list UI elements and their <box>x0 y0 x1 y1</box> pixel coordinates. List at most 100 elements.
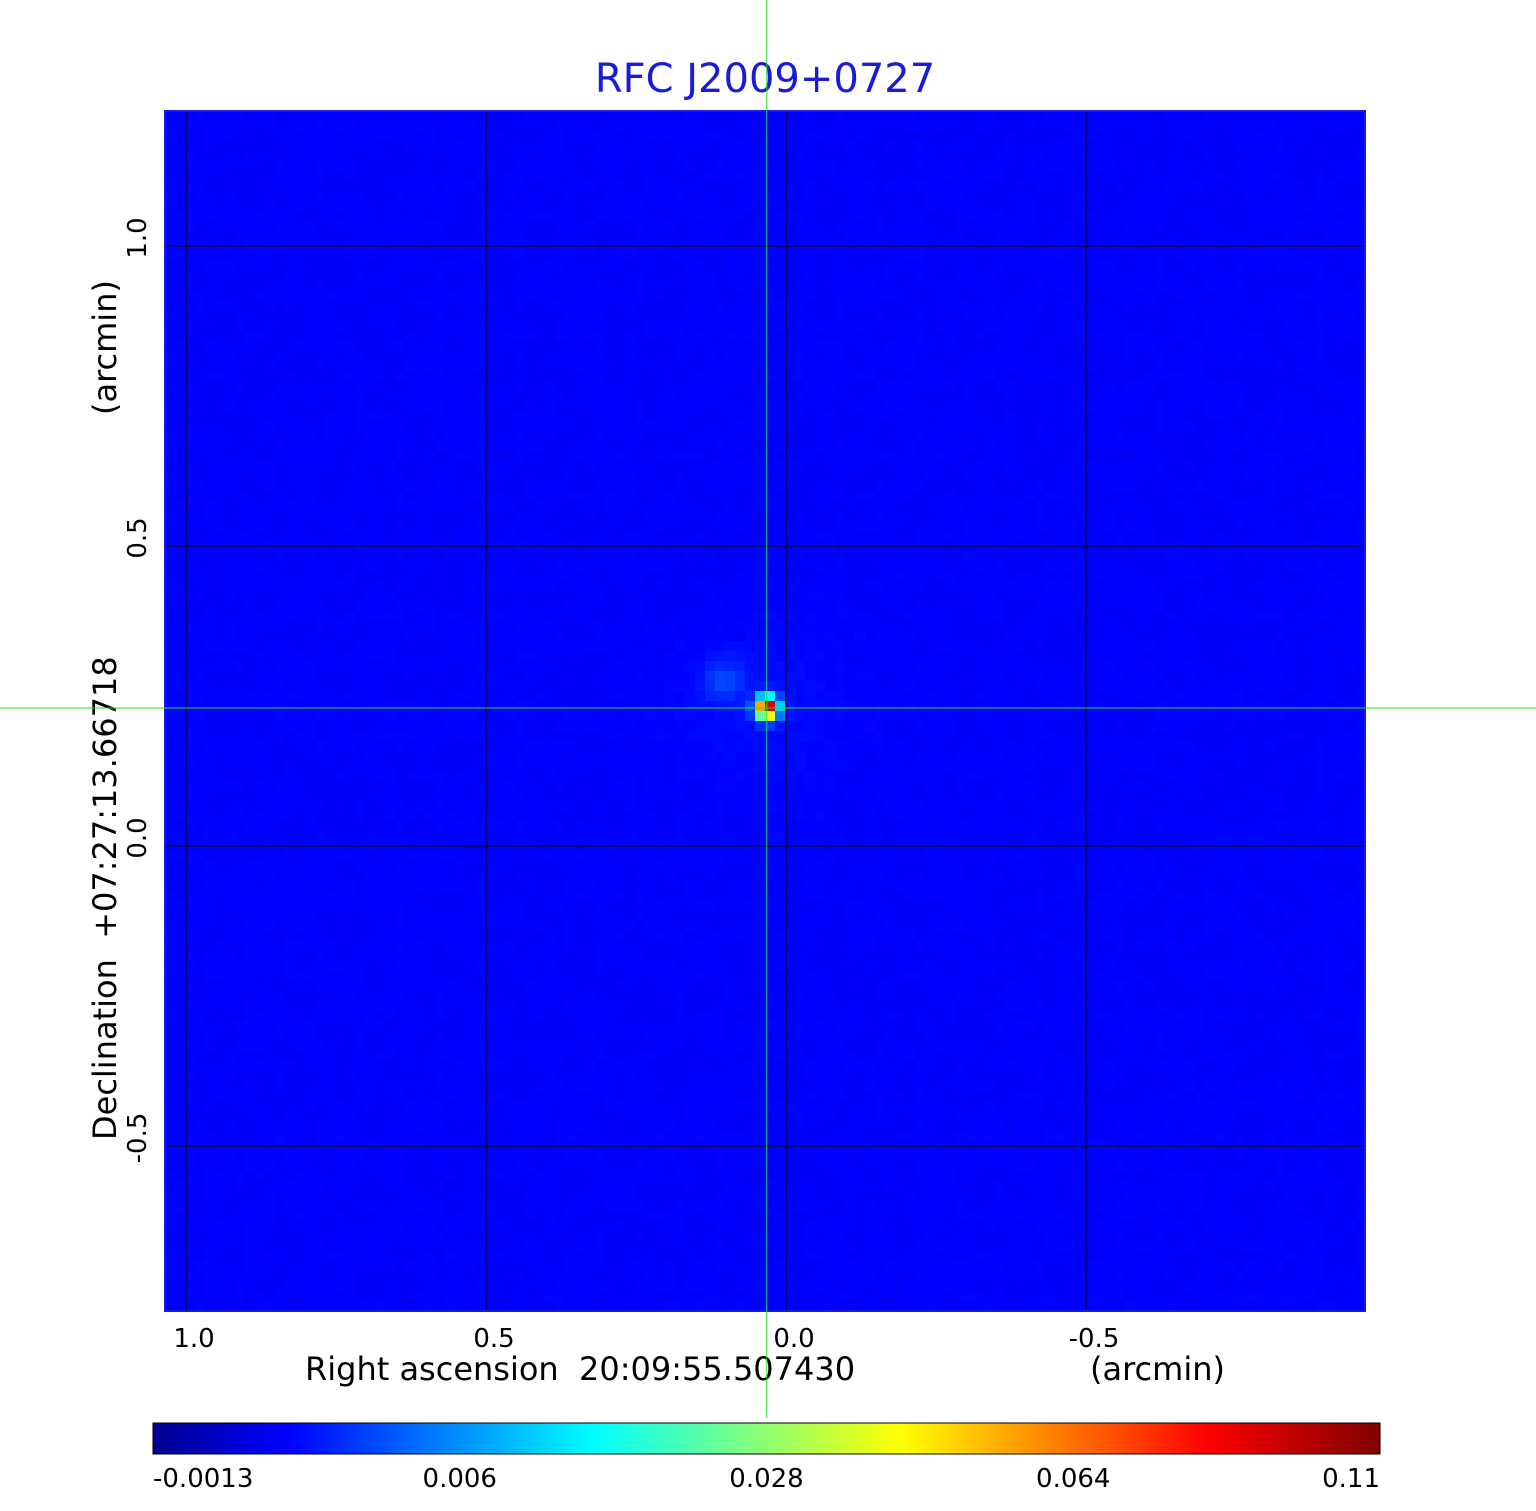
heatmap-cell <box>505 1011 516 1022</box>
heatmap-cell <box>175 1121 186 1132</box>
heatmap-cell <box>425 1001 436 1012</box>
heatmap-cell <box>335 391 346 402</box>
heatmap-cell <box>495 631 506 642</box>
heatmap-cell <box>465 1121 476 1132</box>
heatmap-cell <box>385 401 396 412</box>
heatmap-cell <box>245 201 256 212</box>
heatmap-cell <box>225 821 236 832</box>
heatmap-cell <box>565 211 576 222</box>
heatmap-cell <box>265 1181 276 1192</box>
heatmap-cell <box>465 721 476 732</box>
heatmap-cell <box>185 801 196 812</box>
heatmap-cell <box>275 111 286 122</box>
heatmap-cell <box>425 1301 436 1312</box>
heatmap-cell <box>485 1191 496 1202</box>
heatmap-cell <box>205 621 216 632</box>
heatmap-cell <box>575 351 586 362</box>
heatmap-cell <box>405 961 416 972</box>
heatmap-cell <box>505 121 516 132</box>
heatmap-cell <box>485 351 496 362</box>
heatmap-cell <box>295 391 306 402</box>
heatmap-cell <box>375 911 386 922</box>
heatmap-cell <box>175 281 186 292</box>
heatmap-cell <box>285 231 296 242</box>
heatmap-cell <box>205 491 216 502</box>
heatmap-cell <box>345 221 356 232</box>
heatmap-cell <box>465 301 476 312</box>
heatmap-cell <box>305 161 316 172</box>
heatmap-cell <box>405 651 416 662</box>
heatmap-cell <box>195 511 206 522</box>
heatmap-cell <box>505 271 516 282</box>
heatmap-cell <box>255 601 266 612</box>
heatmap-cell <box>285 691 296 702</box>
heatmap-cell <box>305 551 316 562</box>
heatmap-cell <box>175 691 186 702</box>
heatmap-cell <box>305 451 316 462</box>
heatmap-cell <box>315 501 326 512</box>
heatmap-cell <box>235 521 246 532</box>
heatmap-cell <box>275 711 286 722</box>
heatmap-cell <box>165 1261 176 1272</box>
heatmap-cell <box>555 831 566 842</box>
heatmap-cell <box>495 591 506 602</box>
heatmap-cell <box>525 881 536 892</box>
heatmap-cell <box>545 1171 556 1182</box>
heatmap-cell <box>335 171 346 182</box>
heatmap-cell <box>465 761 476 772</box>
heatmap-cell <box>175 1101 186 1112</box>
heatmap-cell <box>465 731 476 742</box>
heatmap-cell <box>195 221 206 232</box>
heatmap-cell <box>335 571 346 582</box>
heatmap-cell <box>405 341 416 352</box>
heatmap-cell <box>295 321 306 332</box>
heatmap-cell <box>255 751 266 762</box>
heatmap-cell <box>515 551 526 562</box>
heatmap-cell <box>465 971 476 982</box>
heatmap-cell <box>535 471 546 482</box>
heatmap-cell <box>415 291 426 302</box>
heatmap-cell <box>275 581 286 592</box>
heatmap-cell <box>175 881 186 892</box>
heatmap-cell <box>255 551 266 562</box>
heatmap-cell <box>195 181 206 192</box>
heatmap-cell <box>575 371 586 382</box>
heatmap-cell <box>485 1251 496 1262</box>
heatmap-cell <box>355 1051 366 1062</box>
heatmap-cell <box>505 1231 516 1242</box>
heatmap-cell <box>515 891 526 902</box>
heatmap-cell <box>365 311 376 322</box>
heatmap-cell <box>405 401 416 412</box>
heatmap-cell <box>445 931 456 942</box>
heatmap-cell <box>375 531 386 542</box>
heatmap-cell <box>435 891 446 902</box>
heatmap-cell <box>505 411 516 422</box>
heatmap-cell <box>485 461 496 472</box>
heatmap-cell <box>565 1251 576 1262</box>
heatmap-cell <box>355 1071 366 1082</box>
heatmap-cell <box>285 961 296 972</box>
heatmap-cell <box>475 421 486 432</box>
heatmap-cell <box>565 1231 576 1242</box>
heatmap-cell <box>245 531 256 542</box>
heatmap-cell <box>465 1171 476 1182</box>
heatmap-cell <box>565 341 576 352</box>
heatmap-cell <box>555 1011 566 1022</box>
heatmap-cell <box>545 591 556 602</box>
heatmap-cell <box>495 671 506 682</box>
heatmap-cell <box>195 581 206 592</box>
heatmap-cell <box>345 501 356 512</box>
heatmap-cell <box>235 261 246 272</box>
heatmap-cell <box>475 281 486 292</box>
heatmap-cell <box>195 701 206 712</box>
heatmap-cell <box>495 651 506 662</box>
heatmap-cell <box>555 1101 566 1112</box>
heatmap-cell <box>275 821 286 832</box>
heatmap-cell <box>345 711 356 722</box>
heatmap-cell <box>325 561 336 572</box>
heatmap-cell <box>335 651 346 662</box>
heatmap-cell <box>485 281 496 292</box>
heatmap-cell <box>405 1211 416 1222</box>
heatmap-cell <box>395 761 406 772</box>
heatmap-cell <box>265 861 276 872</box>
